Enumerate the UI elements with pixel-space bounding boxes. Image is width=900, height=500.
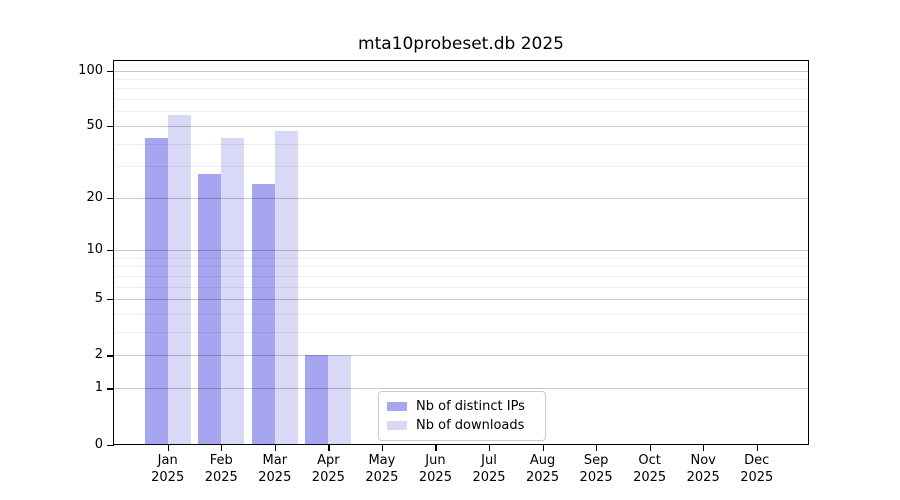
- y-tick-mark-20: [106, 197, 114, 199]
- x-tick-mark-dec: [756, 444, 758, 451]
- legend-swatch-distinct-ips-icon: [387, 402, 407, 411]
- x-tick-mark-aug: [542, 444, 544, 451]
- y-tick-mark-5: [106, 299, 114, 301]
- x-tick-label-oct: Oct 2025: [633, 452, 667, 485]
- bar-downloads-feb: [221, 137, 245, 445]
- y-tick-label-20: 20: [86, 189, 103, 205]
- x-tick-label-aug: Aug 2025: [526, 452, 560, 485]
- bar-downloads-jan: [167, 115, 191, 445]
- major-gridline-10: [114, 250, 808, 252]
- minor-gridline-4: [114, 314, 808, 316]
- minor-gridline-60: [114, 111, 808, 113]
- major-gridline-2: [114, 355, 808, 357]
- y-tick-mark-1: [106, 388, 114, 390]
- major-gridline-20: [114, 197, 808, 199]
- x-tick-mark-jul: [489, 444, 491, 451]
- y-tick-mark-100: [106, 70, 114, 72]
- x-tick-mark-feb: [221, 444, 223, 451]
- y-tick-mark-50: [106, 125, 114, 128]
- major-gridline-5: [114, 299, 808, 301]
- y-tick-label-5: 5: [94, 291, 103, 307]
- legend: Nb of distinct IPs Nb of downloads: [378, 391, 546, 441]
- minor-gridline-80: [114, 88, 808, 90]
- x-tick-label-feb: Feb 2025: [204, 452, 238, 485]
- plot-area: [113, 60, 809, 445]
- x-tick-label-may: May 2025: [365, 452, 399, 485]
- x-tick-mark-apr: [328, 444, 330, 451]
- x-tick-label-jan: Jan 2025: [151, 452, 185, 485]
- x-tick-mark-jan: [167, 444, 169, 451]
- bar-distinct-ips-mar: [251, 183, 275, 445]
- legend-label-distinct-ips: Nb of distinct IPs: [416, 399, 525, 414]
- bar-distinct-ips-apr: [305, 355, 329, 445]
- x-tick-label-mar: Mar 2025: [258, 452, 292, 485]
- bar-distinct-ips-jan: [144, 137, 168, 445]
- y-tick-label-50: 50: [86, 117, 103, 133]
- bar-downloads-apr: [328, 355, 352, 445]
- bar-distinct-ips-feb: [198, 174, 222, 445]
- major-gridline-100: [114, 70, 808, 72]
- x-tick-mark-oct: [649, 444, 651, 451]
- x-tick-mark-nov: [703, 444, 705, 451]
- minor-gridline-70: [114, 99, 808, 101]
- minor-gridline-3: [114, 332, 808, 334]
- legend-swatch-downloads-icon: [387, 421, 407, 430]
- x-tick-mark-jun: [435, 444, 437, 451]
- y-tick-mark-10: [106, 250, 114, 252]
- minor-gridline-30: [114, 166, 808, 168]
- minor-gridline-90: [114, 78, 808, 80]
- x-tick-label-dec: Dec 2025: [740, 452, 774, 485]
- x-tick-mark-mar: [274, 444, 276, 451]
- x-tick-label-apr: Apr 2025: [311, 452, 345, 485]
- y-tick-label-10: 10: [86, 242, 103, 258]
- legend-label-downloads: Nb of downloads: [416, 418, 525, 433]
- x-tick-label-jul: Jul 2025: [472, 452, 506, 485]
- y-tick-label-2: 2: [94, 347, 103, 363]
- major-gridline-50: [114, 125, 808, 127]
- x-tick-mark-sep: [596, 444, 598, 451]
- bar-downloads-mar: [274, 130, 298, 445]
- chart-title: mta10probeset.db 2025: [358, 34, 564, 54]
- minor-gridline-40: [114, 143, 808, 145]
- minor-gridline-6: [114, 286, 808, 288]
- y-tick-label-0: 0: [94, 436, 103, 452]
- legend-item-distinct-ips: Nb of distinct IPs: [387, 397, 537, 416]
- major-gridline-1: [114, 388, 808, 390]
- x-tick-mark-may: [381, 444, 384, 451]
- minor-gridline-9: [114, 257, 808, 259]
- legend-item-downloads: Nb of downloads: [387, 416, 537, 435]
- y-tick-label-100: 100: [78, 62, 103, 78]
- x-tick-label-sep: Sep 2025: [579, 452, 613, 485]
- minor-gridline-8: [114, 266, 808, 268]
- x-tick-label-nov: Nov 2025: [686, 452, 720, 485]
- y-tick-mark-0: [106, 444, 114, 446]
- y-tick-mark-2: [106, 355, 114, 357]
- minor-gridline-7: [114, 275, 808, 277]
- x-tick-label-jun: Jun 2025: [418, 452, 452, 485]
- y-tick-label-1: 1: [94, 380, 103, 396]
